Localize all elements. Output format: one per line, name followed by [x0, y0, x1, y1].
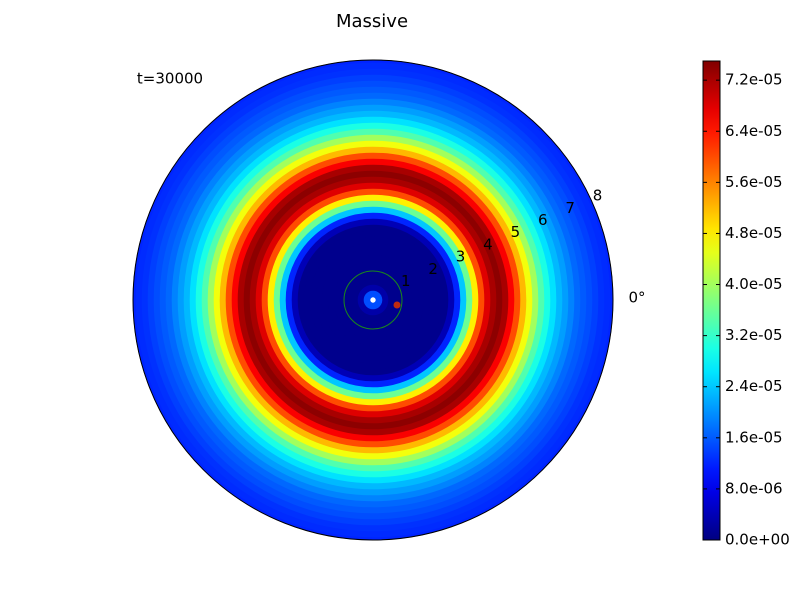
heatmap: [132, 59, 614, 541]
colorbar-tick-label: 7.2e-05: [725, 71, 783, 89]
r-tick-label: 4: [483, 235, 493, 253]
density-ring: [135, 62, 611, 538]
density-ring: [213, 140, 533, 460]
density-ring: [321, 248, 425, 352]
annotation: t=30000: [137, 70, 203, 88]
density-ring: [255, 182, 491, 418]
colorbar-tick-label: 8.0e-06: [725, 479, 783, 497]
density-ring: [333, 260, 413, 340]
density-ring: [303, 230, 443, 370]
colorbar-tick-label: 5.6e-05: [725, 173, 783, 191]
density-ring: [261, 188, 485, 412]
density-ring: [327, 254, 419, 346]
density-ring: [132, 59, 614, 541]
density-ring: [267, 194, 479, 406]
density-ring: [219, 146, 527, 454]
density-ring: [291, 218, 455, 382]
density-ring: [309, 236, 437, 364]
density-ring: [285, 212, 461, 388]
density-ring: [207, 134, 539, 466]
r-tick-label: 1: [401, 272, 411, 290]
density-ring: [159, 86, 587, 514]
density-ring: [165, 92, 581, 508]
r-tick-label: 3: [456, 248, 466, 266]
density-ring: [141, 68, 605, 532]
planet: [393, 301, 401, 309]
r-tick-label: 5: [511, 223, 521, 241]
colorbar-tick-label: 4.0e-05: [725, 275, 783, 293]
r-tick-label: 2: [428, 260, 438, 278]
colorbar-tick-label: 0.0e+00: [725, 531, 790, 549]
chart-title: Massive: [336, 11, 408, 32]
density-ring: [189, 116, 557, 484]
density-ring: [171, 98, 575, 502]
density-ring: [195, 122, 551, 478]
planet-hill-sphere: [343, 270, 403, 330]
colorbar: [702, 60, 721, 541]
density-ring: [351, 278, 395, 322]
polar-frame: [132, 59, 614, 541]
density-ring: [363, 290, 383, 310]
density-ring: [231, 158, 515, 442]
colorbar-tick-label: 6.4e-05: [725, 122, 783, 140]
density-ring: [315, 242, 431, 358]
colorbar-tick-label: 2.4e-05: [725, 377, 783, 395]
colorbar-tick-label: 1.6e-05: [725, 428, 783, 446]
density-ring: [183, 110, 563, 490]
theta-tick-label: 0°: [628, 289, 645, 307]
r-tick-label: 8: [593, 187, 603, 205]
density-ring: [153, 80, 593, 520]
r-tick-label: 6: [538, 211, 548, 229]
density-ring: [243, 170, 503, 430]
density-ring: [345, 272, 401, 328]
density-ring: [339, 266, 407, 334]
density-ring: [237, 164, 509, 436]
density-ring: [249, 176, 497, 424]
density-ring: [279, 206, 467, 394]
density-ring: [297, 224, 449, 376]
r-tick-label: 7: [565, 199, 575, 217]
density-ring: [273, 200, 473, 400]
colorbar-tick-label: 4.8e-05: [725, 224, 783, 242]
density-ring: [225, 152, 521, 448]
density-ring: [357, 284, 389, 316]
density-ring: [147, 74, 599, 526]
density-ring: [201, 128, 545, 472]
density-ring: [177, 104, 569, 496]
colorbar-tick-label: 3.2e-05: [725, 326, 783, 344]
